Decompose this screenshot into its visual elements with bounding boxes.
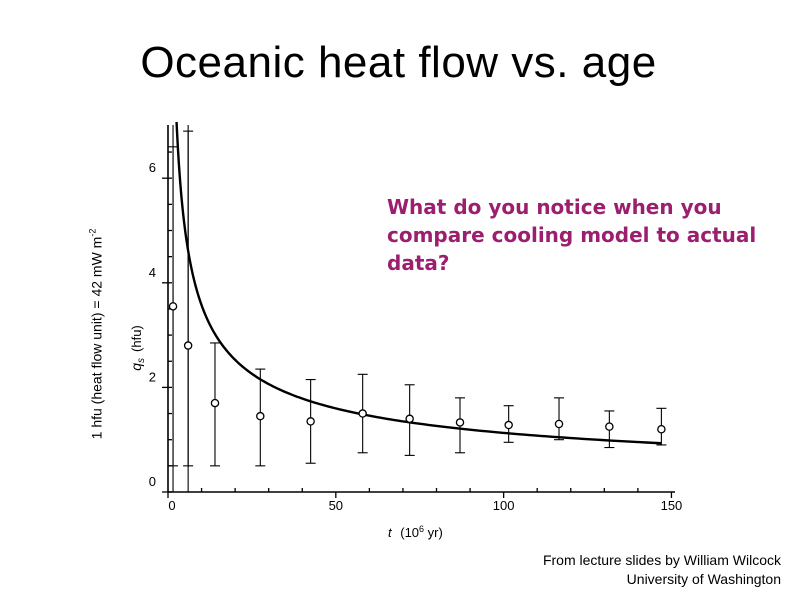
data-point: [554, 419, 564, 429]
y-axis-units: (hfu): [129, 325, 144, 352]
data-point: [504, 420, 513, 430]
x-axis-label: t (106 yr): [388, 524, 443, 540]
x-axis-units-exponent: 6: [419, 524, 424, 534]
y-axis-subscript: s: [136, 358, 147, 363]
x-tick-label: 100: [493, 498, 515, 513]
data-point: [605, 422, 614, 431]
data-point: [256, 411, 265, 421]
y-axis-variable: q: [128, 363, 144, 371]
credit-line-1: From lecture slides by William Wilcock: [542, 552, 781, 568]
x-axis-units: (10: [400, 525, 419, 540]
data-point: [358, 409, 367, 418]
y-tick-label: 0: [149, 474, 156, 489]
data-point: [657, 424, 666, 434]
y-tick-label: 6: [149, 160, 156, 175]
data-point: [306, 417, 315, 426]
cooling-model-curve: [175, 121, 662, 445]
slide-title: Oceanic heat flow vs. age: [140, 38, 657, 87]
y-tick-label: 2: [149, 369, 156, 384]
x-tick-label: 0: [168, 498, 175, 513]
data-point: [210, 398, 220, 408]
y-axis-label: qs (hfu): [128, 325, 147, 371]
credit-line-2: University of Washington: [626, 571, 781, 587]
data-point: [168, 302, 178, 311]
slide-credit: From lecture slides by William Wilcock U…: [543, 551, 781, 589]
cooling-model-layer: [175, 121, 662, 445]
discussion-question: What do you notice when you compare cool…: [387, 195, 757, 275]
data-point: [183, 341, 193, 350]
x-tick-label: 150: [661, 498, 683, 513]
data-point: [455, 418, 465, 427]
chart-axes: 0 2 4 6 0 50 100 150: [149, 125, 683, 513]
y-tick-label: 4: [149, 265, 156, 280]
x-tick-label: 50: [329, 498, 343, 513]
data-point: [405, 414, 414, 424]
x-axis-variable: t: [388, 525, 393, 540]
observations-layer: [168, 130, 667, 467]
x-axis-units-tail: yr): [424, 525, 443, 540]
